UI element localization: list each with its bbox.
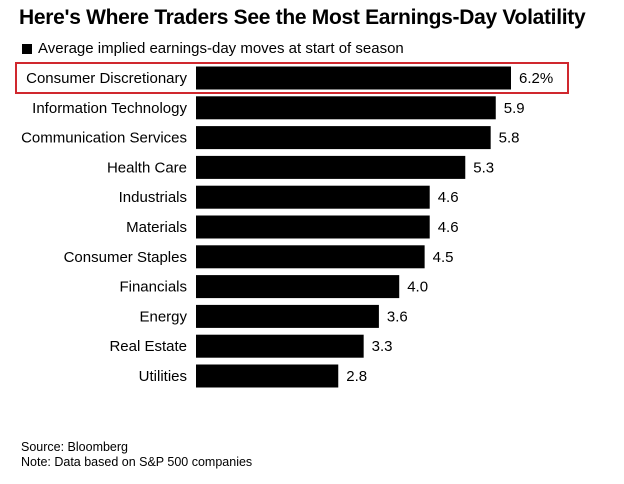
bar bbox=[196, 155, 466, 179]
chart-title: Here's Where Traders See the Most Earnin… bbox=[19, 6, 586, 29]
value-label: 4.5 bbox=[433, 249, 454, 266]
value-label: 3.6 bbox=[387, 308, 408, 325]
bar bbox=[196, 275, 400, 299]
bar bbox=[196, 364, 339, 388]
category-label: Real Estate bbox=[109, 338, 187, 355]
category-label: Materials bbox=[126, 219, 187, 236]
value-label: 4.6 bbox=[438, 189, 459, 206]
legend-swatch-icon bbox=[22, 43, 32, 54]
bar bbox=[196, 304, 379, 328]
legend-label: Average implied earnings-day moves at st… bbox=[38, 40, 404, 57]
value-label: 4.6 bbox=[438, 219, 459, 236]
bar bbox=[196, 215, 430, 239]
value-label: 3.3 bbox=[372, 338, 393, 355]
data-note: Note: Data based on S&P 500 companies bbox=[21, 455, 253, 469]
category-label: Information Technology bbox=[32, 100, 187, 117]
category-label: Health Care bbox=[107, 159, 187, 176]
category-label: Communication Services bbox=[21, 130, 187, 147]
value-label: 2.8 bbox=[346, 368, 367, 385]
category-label: Industrials bbox=[119, 189, 187, 206]
highlight-box bbox=[15, 62, 569, 94]
bar bbox=[196, 185, 430, 209]
source-note: Source: Bloomberg bbox=[21, 440, 129, 454]
chart-footer: Source: Bloomberg Note: Data based on S&… bbox=[21, 440, 252, 470]
value-label: 5.9 bbox=[504, 100, 525, 117]
value-label: 6.2% bbox=[519, 70, 553, 87]
bar bbox=[196, 245, 425, 269]
bar bbox=[196, 66, 511, 90]
value-label: 4.0 bbox=[407, 279, 428, 296]
value-label: 5.3 bbox=[473, 159, 494, 176]
category-label: Consumer Staples bbox=[64, 249, 187, 266]
category-label: Financials bbox=[119, 279, 187, 296]
category-label: Consumer Discretionary bbox=[26, 70, 187, 87]
category-label: Energy bbox=[139, 308, 187, 325]
category-label: Utilities bbox=[139, 368, 187, 385]
bar bbox=[196, 96, 496, 120]
bar-chart: Consumer Discretionary 6.2% Information Te… bbox=[15, 62, 569, 388]
value-label: 5.8 bbox=[499, 130, 520, 147]
chart-legend: Average implied earnings-day moves at st… bbox=[22, 40, 404, 57]
bar bbox=[196, 126, 491, 150]
bar bbox=[196, 334, 364, 358]
